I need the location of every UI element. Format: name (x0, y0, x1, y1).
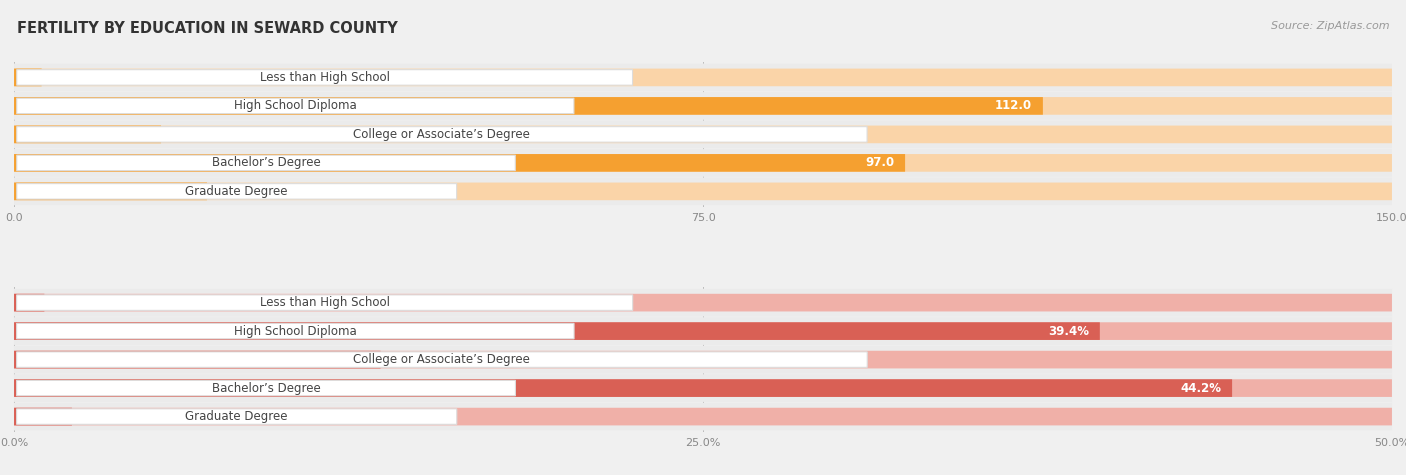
FancyBboxPatch shape (14, 294, 45, 312)
FancyBboxPatch shape (14, 182, 1392, 200)
FancyBboxPatch shape (14, 351, 1392, 369)
Text: High School Diploma: High School Diploma (233, 99, 357, 113)
Text: High School Diploma: High School Diploma (233, 324, 357, 338)
Text: 13.3%: 13.3% (396, 353, 434, 366)
FancyBboxPatch shape (14, 322, 1392, 340)
Text: Graduate Degree: Graduate Degree (186, 410, 288, 423)
Text: 16.0: 16.0 (177, 128, 204, 141)
FancyBboxPatch shape (14, 408, 1392, 426)
FancyBboxPatch shape (14, 379, 1392, 397)
FancyBboxPatch shape (17, 352, 868, 367)
Text: College or Associate’s Degree: College or Associate’s Degree (353, 353, 530, 366)
Text: 44.2%: 44.2% (1180, 381, 1220, 395)
FancyBboxPatch shape (14, 154, 905, 172)
FancyBboxPatch shape (17, 380, 516, 396)
FancyBboxPatch shape (14, 182, 207, 200)
FancyBboxPatch shape (14, 125, 1392, 143)
FancyBboxPatch shape (14, 154, 1392, 172)
FancyBboxPatch shape (17, 409, 457, 424)
Text: 1.1%: 1.1% (60, 296, 91, 309)
Text: FERTILITY BY EDUCATION IN SEWARD COUNTY: FERTILITY BY EDUCATION IN SEWARD COUNTY (17, 21, 398, 37)
Text: Less than High School: Less than High School (260, 296, 389, 309)
Text: Bachelor’s Degree: Bachelor’s Degree (212, 381, 321, 395)
FancyBboxPatch shape (17, 323, 574, 339)
FancyBboxPatch shape (14, 125, 162, 143)
FancyBboxPatch shape (14, 64, 1392, 91)
FancyBboxPatch shape (17, 155, 515, 171)
Text: Less than High School: Less than High School (260, 71, 389, 84)
FancyBboxPatch shape (17, 70, 633, 85)
FancyBboxPatch shape (14, 289, 1392, 316)
FancyBboxPatch shape (14, 97, 1392, 115)
FancyBboxPatch shape (14, 178, 1392, 205)
Text: College or Associate’s Degree: College or Associate’s Degree (353, 128, 530, 141)
FancyBboxPatch shape (14, 403, 1392, 430)
FancyBboxPatch shape (14, 97, 1043, 115)
FancyBboxPatch shape (14, 408, 72, 426)
FancyBboxPatch shape (14, 68, 42, 86)
FancyBboxPatch shape (14, 92, 1392, 120)
Text: 3.0: 3.0 (58, 71, 77, 84)
Text: 21.0: 21.0 (224, 185, 250, 198)
FancyBboxPatch shape (14, 346, 1392, 373)
Text: 39.4%: 39.4% (1047, 324, 1088, 338)
FancyBboxPatch shape (14, 351, 381, 369)
FancyBboxPatch shape (14, 121, 1392, 148)
FancyBboxPatch shape (17, 184, 457, 199)
Text: 112.0: 112.0 (994, 99, 1032, 113)
FancyBboxPatch shape (17, 295, 633, 310)
Text: Source: ZipAtlas.com: Source: ZipAtlas.com (1271, 21, 1389, 31)
FancyBboxPatch shape (14, 379, 1232, 397)
FancyBboxPatch shape (14, 149, 1392, 177)
Text: Bachelor’s Degree: Bachelor’s Degree (212, 156, 321, 170)
FancyBboxPatch shape (14, 294, 1392, 312)
FancyBboxPatch shape (14, 322, 1099, 340)
FancyBboxPatch shape (17, 98, 574, 114)
FancyBboxPatch shape (17, 127, 868, 142)
Text: Graduate Degree: Graduate Degree (186, 185, 288, 198)
Text: 2.1%: 2.1% (89, 410, 118, 423)
Text: 97.0: 97.0 (865, 156, 894, 170)
FancyBboxPatch shape (14, 374, 1392, 402)
FancyBboxPatch shape (14, 317, 1392, 345)
FancyBboxPatch shape (14, 68, 1392, 86)
